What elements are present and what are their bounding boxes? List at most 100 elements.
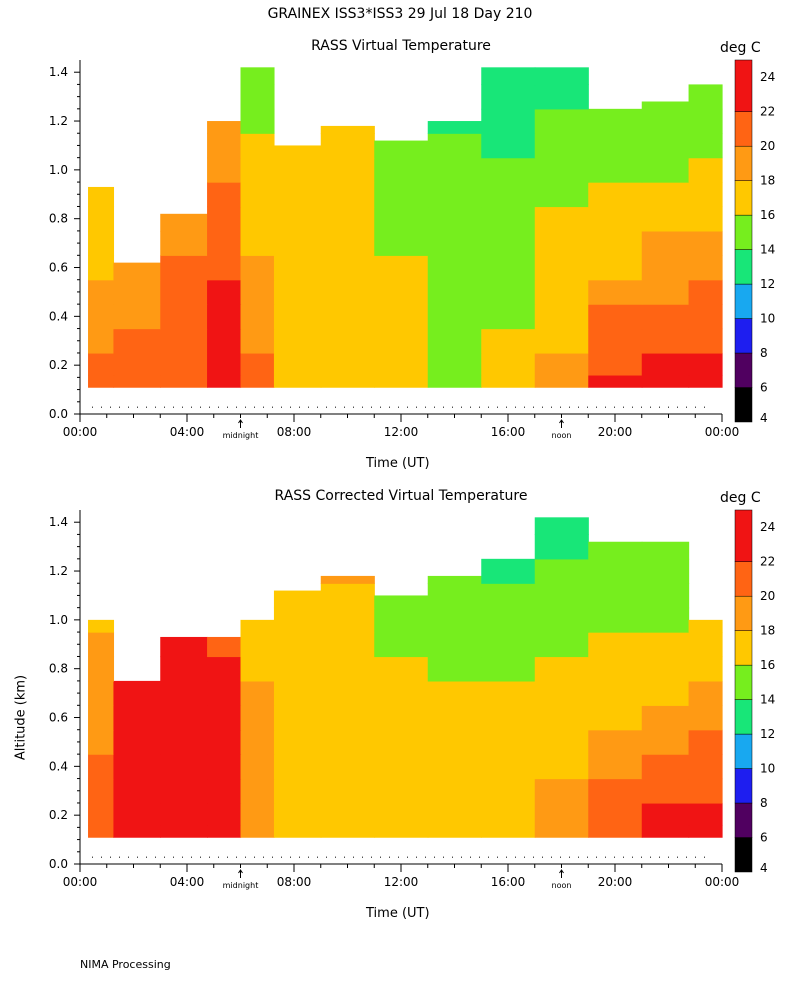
heatmap-cell (534, 374, 589, 388)
heatmap-cell (160, 824, 208, 838)
baseline-dot (344, 406, 345, 408)
heatmap-cell (374, 595, 429, 609)
heatmap-cell (641, 607, 690, 633)
heatmap-cell (240, 705, 275, 731)
heatmap-cell (481, 705, 536, 731)
baseline-dot (695, 406, 696, 408)
baseline-dot (578, 856, 579, 858)
heatmap-cell (113, 802, 161, 826)
colorbar-segment (734, 699, 753, 735)
heatmap-cell (273, 206, 322, 232)
colorbar-tick-label: 8 (760, 346, 768, 360)
heatmap-cell (374, 230, 429, 256)
heatmap-cell (534, 328, 589, 354)
heatmap-cell (240, 157, 275, 183)
heatmap-cell (641, 802, 690, 826)
heatmap-cell (427, 374, 482, 388)
heatmap-cell (588, 352, 643, 376)
baseline-dot (506, 856, 507, 858)
heatmap-cell (427, 778, 482, 804)
heatmap-cell (588, 824, 643, 838)
heatmap-cell (641, 541, 690, 560)
baseline-dot (542, 856, 543, 858)
y-tick-label: 1.4 (49, 515, 68, 529)
heatmap-cell (88, 729, 115, 755)
heatmap-cell (320, 575, 375, 584)
heatmap-cell (641, 230, 690, 256)
x-tick-label: 12:00 (384, 875, 419, 889)
heatmap-cell (427, 182, 482, 208)
baseline-dot (380, 856, 381, 858)
heatmap-cell (688, 279, 723, 305)
heatmap-cell (88, 206, 115, 232)
baseline-dot (578, 406, 579, 408)
colorbar-segment (734, 802, 753, 838)
x-tick-label: 00:00 (705, 425, 740, 439)
heatmap-cell (534, 534, 589, 560)
baseline-dot (425, 856, 426, 858)
baseline-dot (398, 856, 399, 858)
heatmap-cell (534, 206, 589, 232)
heatmap-cell (320, 133, 375, 159)
heatmap-cell (641, 374, 690, 388)
baseline-dot (137, 856, 138, 858)
heatmap-cell (481, 279, 536, 305)
colorbar-tick-label: 24 (760, 70, 775, 84)
baseline-dot (470, 856, 471, 858)
heatmap-cell (374, 802, 429, 826)
heatmap-cell (320, 374, 375, 388)
heatmap-cell (427, 304, 482, 330)
baseline-dot (533, 406, 534, 408)
heatmap-cell (113, 824, 161, 838)
heatmap-cell (688, 680, 723, 706)
baseline-dot (335, 406, 336, 408)
heatmap-cell (534, 680, 589, 706)
heatmap-cell (207, 304, 242, 330)
heatmap-cell (641, 133, 690, 159)
baseline-dot (389, 856, 390, 858)
heatmap-cell (641, 632, 690, 658)
heatmap-cell (588, 230, 643, 256)
colorbar-segment (734, 664, 753, 700)
heatmap-cell (534, 729, 589, 755)
baseline-dot (101, 406, 102, 408)
heatmap-cell (320, 607, 375, 633)
heatmap-cell (113, 729, 161, 755)
baseline-dot (110, 406, 111, 408)
baseline-dot (263, 406, 264, 408)
local-time-label: midnight (223, 431, 259, 440)
heatmap-cell (207, 656, 242, 682)
colorbar-tick-label: 20 (760, 139, 775, 153)
heatmap-cell (88, 374, 115, 388)
heatmap-cell (481, 304, 536, 330)
baseline-dot (245, 406, 246, 408)
heatmap-cell (688, 656, 723, 682)
heatmap-cell (534, 802, 589, 826)
heatmap-cell (374, 206, 429, 232)
x-tick-label: 08:00 (277, 875, 312, 889)
panel-1-title: RASS Virtual Temperature (311, 38, 491, 54)
y-tick-label: 1.0 (49, 613, 68, 627)
heatmap-cell (588, 778, 643, 804)
baseline-dot (281, 406, 282, 408)
heatmap-cell (534, 182, 589, 208)
colorbar-segment (734, 509, 753, 562)
baseline-dot (488, 856, 489, 858)
heatmap-cell (88, 680, 115, 706)
heatmap-cell (481, 157, 536, 183)
baseline-dot (155, 406, 156, 408)
heatmap-cell (588, 632, 643, 658)
heatmap-cell (688, 206, 723, 232)
heatmap-cell (273, 754, 322, 780)
baseline-dot (272, 406, 273, 408)
baseline-dot (416, 856, 417, 858)
heatmap-cell (320, 729, 375, 755)
heatmap-cell (273, 824, 322, 838)
panel-2-title: RASS Corrected Virtual Temperature (274, 488, 528, 504)
heatmap-cell (320, 304, 375, 330)
baseline-dot (560, 406, 561, 408)
heatmap-cell (207, 636, 242, 658)
baseline-dot (200, 856, 201, 858)
heatmap-cell (588, 680, 643, 706)
baseline-dot (623, 856, 624, 858)
